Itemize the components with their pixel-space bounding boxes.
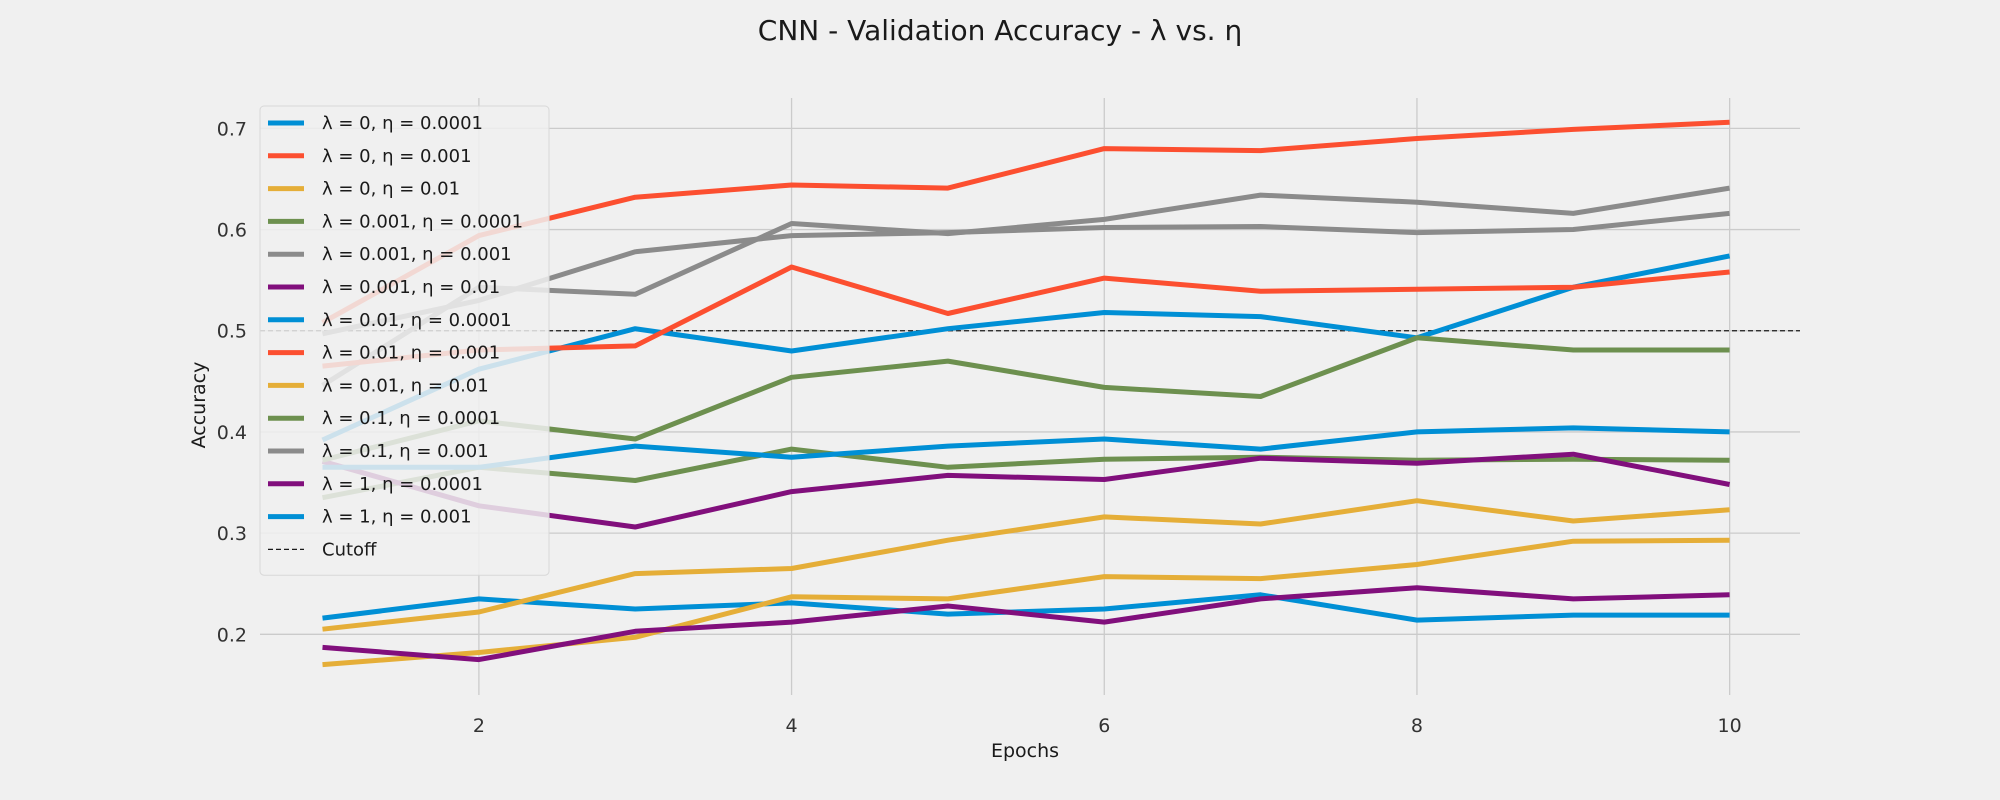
legend-label: λ = 0.001, η = 0.01 <box>322 277 500 298</box>
series-line-2 <box>321 119 1730 325</box>
series-line-13 <box>322 425 1730 470</box>
legend-label: λ = 0.01, η = 0.001 <box>322 343 500 364</box>
y-tick-label: 0.5 <box>217 321 247 343</box>
legend-label: λ = 0, η = 0.001 <box>322 146 472 167</box>
y-tick-label: 0.4 <box>217 422 247 444</box>
y-tick-label: 0.7 <box>217 118 247 140</box>
legend-label: λ = 0, η = 0.0001 <box>322 113 483 134</box>
legend-label: λ = 0.1, η = 0.001 <box>322 441 489 462</box>
x-tick-label: 10 <box>1718 715 1742 737</box>
legend-label: λ = 1, η = 0.0001 <box>322 474 483 495</box>
legend-label: λ = 0.001, η = 0.0001 <box>322 211 523 232</box>
series-line-10 <box>321 335 1730 463</box>
legend-label: λ = 0.01, η = 0.0001 <box>322 310 512 331</box>
series-line-8 <box>322 264 1730 369</box>
x-tick-label: 2 <box>473 715 485 737</box>
legend-label: λ = 0.01, η = 0.01 <box>322 375 489 396</box>
legend-label: λ = 0, η = 0.01 <box>322 179 460 200</box>
axis-ticks: 2 4 6 8 10 0.2 0.3 0.4 0.5 0.6 0.7 <box>217 118 1742 737</box>
y-tick-label: 0.2 <box>217 624 247 646</box>
series-line-11 <box>321 210 1730 337</box>
y-axis-label: Accuracy <box>188 362 210 449</box>
y-tick-label: 0.6 <box>217 220 247 242</box>
series-line-3 <box>322 498 1730 632</box>
legend-label: λ = 0.001, η = 0.001 <box>322 244 512 265</box>
x-tick-label: 4 <box>786 715 798 737</box>
series-line-5 <box>321 185 1730 388</box>
series-line-12 <box>322 585 1730 663</box>
y-tick-label: 0.3 <box>217 523 247 545</box>
legend-frame <box>259 105 550 576</box>
series-line-6 <box>321 451 1731 530</box>
legend: λ = 0, η = 0.0001 λ = 0, η = 0.001 λ = 0, … <box>259 105 550 576</box>
chart-title: CNN - Validation Accuracy - λ vs. η <box>758 14 1242 47</box>
series-lines <box>260 119 1800 668</box>
legend-label: λ = 0.1, η = 0.0001 <box>322 408 500 429</box>
x-axis-label: Epochs <box>991 740 1059 762</box>
legend-label: Cutoff <box>322 539 377 560</box>
x-tick-label: 8 <box>1411 715 1423 737</box>
legend-label: λ = 1, η = 0.001 <box>322 507 472 528</box>
x-tick-label: 6 <box>1098 715 1110 737</box>
